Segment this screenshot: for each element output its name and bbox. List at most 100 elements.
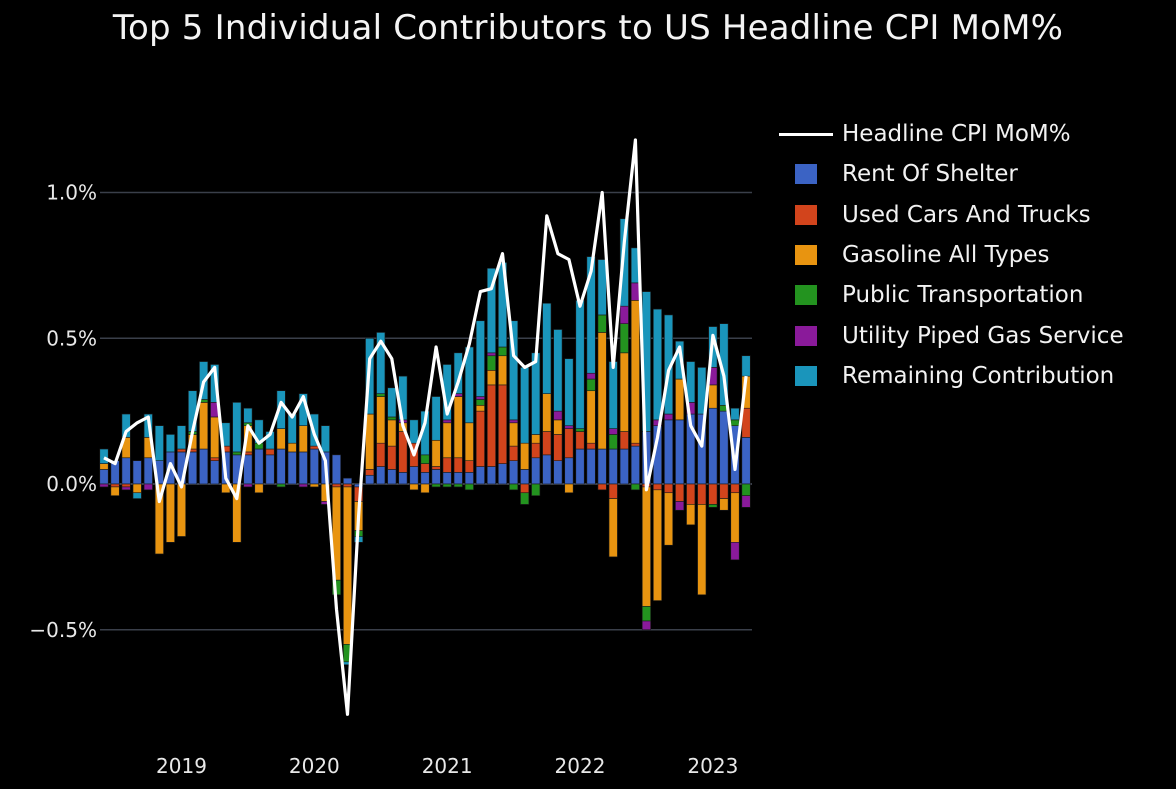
legend-color-swatch-icon xyxy=(776,204,836,225)
bar-segment-rent-of-shelter xyxy=(398,472,408,485)
bar-segment-rent-of-shelter xyxy=(741,437,751,485)
bar-segment-rent-of-shelter xyxy=(442,472,452,485)
bar-segment-remaining-contribution xyxy=(597,259,607,316)
bar-segment-gasoline-all-types xyxy=(531,434,541,444)
bar-segment-utility-piped-gas-service xyxy=(741,495,751,508)
bar-segment-remaining-contribution xyxy=(165,434,175,453)
bar-segment-gasoline-all-types xyxy=(176,483,186,537)
bar-segment-gasoline-all-types xyxy=(619,352,629,432)
bar-segment-utility-piped-gas-service xyxy=(664,413,674,421)
legend-item[interactable]: Headline CPI MoM% xyxy=(776,114,1124,154)
bar-segment-used-cars-and-trucks xyxy=(453,457,463,473)
bar-segment-public-transportation xyxy=(387,416,397,421)
bar-segment-gasoline-all-types xyxy=(431,439,441,467)
legend-item[interactable]: Utility Piped Gas Service xyxy=(776,315,1124,355)
bar-segment-remaining-contribution xyxy=(320,425,330,453)
bar-segment-remaining-contribution xyxy=(486,267,496,354)
bar-segment-rent-of-shelter xyxy=(298,451,308,485)
bar-segment-utility-piped-gas-service xyxy=(121,486,131,491)
bar-segment-gasoline-all-types xyxy=(442,422,452,459)
bar-segment-remaining-contribution xyxy=(619,218,629,307)
bar-segment-public-transportation xyxy=(420,454,430,464)
bar-segment-gasoline-all-types xyxy=(586,390,596,444)
legend-item[interactable]: Public Transportation xyxy=(776,275,1124,315)
bar-segment-remaining-contribution xyxy=(453,352,463,394)
bar-segment-utility-piped-gas-service xyxy=(586,372,596,380)
bar-segment-rent-of-shelter xyxy=(188,451,198,485)
bar-segment-used-cars-and-trucks xyxy=(110,483,120,488)
bar-segment-remaining-contribution xyxy=(564,358,574,426)
bar-segment-gasoline-all-types xyxy=(110,486,120,496)
bar-segment-gasoline-all-types xyxy=(719,498,729,511)
bar-segment-rent-of-shelter xyxy=(619,448,629,485)
legend-color-swatch-icon xyxy=(776,325,836,346)
bar-segment-utility-piped-gas-service xyxy=(143,483,153,491)
bar-segment-gasoline-all-types xyxy=(298,425,308,453)
legend: Headline CPI MoM% Rent Of Shelter Used Car… xyxy=(776,114,1124,396)
bar-segment-remaining-contribution xyxy=(741,355,751,377)
legend-item[interactable]: Gasoline All Types xyxy=(776,235,1124,275)
bar-segment-used-cars-and-trucks xyxy=(464,460,474,473)
bar-segment-public-transportation xyxy=(575,428,585,432)
bar-segment-rent-of-shelter xyxy=(143,457,153,485)
bar-segment-used-cars-and-trucks xyxy=(365,469,375,476)
bar-segment-rent-of-shelter xyxy=(664,419,674,485)
bar-segment-gasoline-all-types xyxy=(564,483,574,494)
bar-segment-rent-of-shelter xyxy=(431,469,441,485)
bar-segment-remaining-contribution xyxy=(132,492,142,499)
bar-segment-gasoline-all-types xyxy=(165,483,175,543)
bar-segment-utility-piped-gas-service xyxy=(641,620,651,631)
legend-label: Gasoline All Types xyxy=(842,242,1050,269)
bar-segment-used-cars-and-trucks xyxy=(531,442,541,459)
bar-segment-utility-piped-gas-service xyxy=(442,419,452,424)
bar-segment-public-transportation xyxy=(276,483,286,488)
bar-segment-gasoline-all-types xyxy=(343,486,353,645)
bar-segment-gasoline-all-types xyxy=(464,422,474,461)
bar-segment-used-cars-and-trucks xyxy=(664,483,674,494)
legend-item[interactable]: Rent Of Shelter xyxy=(776,154,1124,194)
bar-segment-used-cars-and-trucks xyxy=(597,483,607,491)
bar-segment-used-cars-and-trucks xyxy=(420,463,430,473)
bar-segment-utility-piped-gas-service xyxy=(509,419,519,424)
bar-segment-public-transportation xyxy=(453,483,463,488)
bar-segment-remaining-contribution xyxy=(387,387,397,418)
bar-segment-utility-piped-gas-service xyxy=(730,541,740,561)
bar-segment-public-transportation xyxy=(520,492,530,505)
bar-segment-rent-of-shelter xyxy=(486,466,496,485)
bar-segment-public-transportation xyxy=(431,483,441,488)
bar-segment-remaining-contribution xyxy=(475,320,485,397)
bar-segment-gasoline-all-types xyxy=(475,404,485,412)
y-tick-label: 0.5% xyxy=(46,326,97,350)
bar-segment-used-cars-and-trucks xyxy=(564,428,574,459)
bar-segment-rent-of-shelter xyxy=(520,469,530,485)
legend-color-swatch-icon xyxy=(776,245,836,266)
stacked-bars xyxy=(99,218,751,666)
bar-segment-rent-of-shelter xyxy=(243,454,253,485)
bar-segment-rent-of-shelter xyxy=(597,448,607,485)
bar-segment-rent-of-shelter xyxy=(420,472,430,485)
bar-segment-used-cars-and-trucks xyxy=(309,445,319,450)
chart-title: Top 5 Individual Contributors to US Head… xyxy=(112,8,1064,48)
bar-segment-gasoline-all-types xyxy=(520,442,530,470)
bar-segment-used-cars-and-trucks xyxy=(697,483,707,505)
bar-segment-rent-of-shelter xyxy=(132,460,142,485)
bar-segment-used-cars-and-trucks xyxy=(586,442,596,450)
bar-segment-public-transportation xyxy=(232,451,242,456)
bar-segment-used-cars-and-trucks xyxy=(719,483,729,499)
bar-segment-rent-of-shelter xyxy=(575,448,585,485)
legend-label: Rent Of Shelter xyxy=(842,161,1018,188)
bar-segment-remaining-contribution xyxy=(608,361,618,429)
bar-segment-rent-of-shelter xyxy=(608,448,618,485)
legend-item[interactable]: Remaining Contribution xyxy=(776,356,1124,396)
bar-segment-used-cars-and-trucks xyxy=(542,431,552,456)
bar-segment-used-cars-and-trucks xyxy=(730,483,740,494)
legend-item[interactable]: Used Cars And Trucks xyxy=(776,195,1124,235)
bar-segment-utility-piped-gas-service xyxy=(630,282,640,301)
bar-segment-gasoline-all-types xyxy=(553,419,563,435)
bar-segment-public-transportation xyxy=(608,434,618,450)
bar-segment-gasoline-all-types xyxy=(276,428,286,450)
legend-label: Headline CPI MoM% xyxy=(842,121,1071,148)
bar-segment-rent-of-shelter xyxy=(121,457,131,485)
legend-label: Public Transportation xyxy=(842,282,1084,309)
